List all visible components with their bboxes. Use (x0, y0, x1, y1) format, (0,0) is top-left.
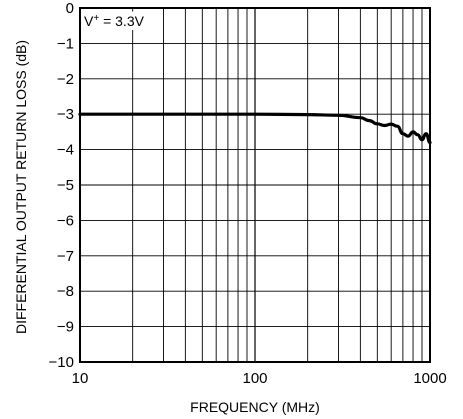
y-tick-labels: 0 −1 −2 −3 −4 −5 −6 −7 −8 −9 −10 (49, 0, 74, 371)
data-series (78, 112, 432, 145)
series-line (78, 112, 432, 145)
y-tick-label: −10 (49, 354, 74, 371)
supply-voltage-annotation: V+ = 3.3V (84, 13, 145, 30)
y-tick-label: −3 (57, 106, 74, 123)
plot-frame (79, 7, 431, 363)
y-axis-title: DIFFERENTIAL OUTPUT RETURN LOSS (dB) (13, 40, 29, 334)
annotation-background (81, 11, 148, 30)
x-tick-label: 1000 (413, 370, 446, 387)
annotation-prefix: V (84, 13, 94, 29)
x-tick-labels: 10 100 1000 (72, 370, 447, 387)
y-tick-label: −9 (57, 319, 74, 336)
y-tick-label: 0 (66, 0, 74, 17)
x-axis-title: FREQUENCY (MHz) (190, 399, 320, 415)
x-tick-label: 10 (72, 370, 89, 387)
y-tick-label: −6 (57, 212, 74, 229)
y-tick-label: −8 (57, 283, 74, 300)
x-tick-label: 100 (242, 370, 267, 387)
y-tick-label: −4 (57, 142, 74, 159)
grid-lines (80, 8, 430, 362)
y-tick-label: −1 (57, 35, 74, 52)
annotation-suffix: = 3.3V (99, 13, 144, 29)
y-tick-label: −5 (57, 177, 74, 194)
annotation-superscript: + (93, 13, 99, 24)
y-tick-label: −7 (57, 248, 74, 265)
y-tick-label: −2 (57, 71, 74, 88)
